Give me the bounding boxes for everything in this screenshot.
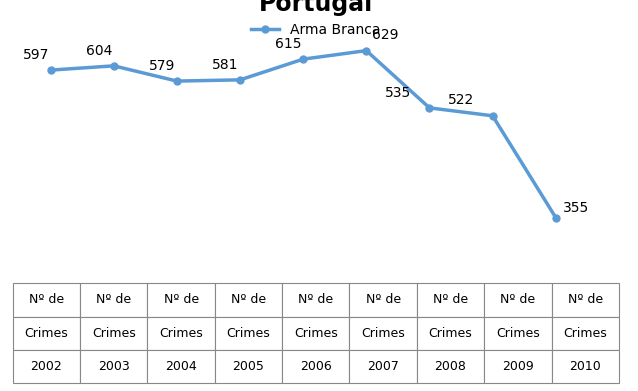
Title: Portugal: Portugal xyxy=(258,0,373,16)
Text: 604: 604 xyxy=(86,43,112,57)
Text: 581: 581 xyxy=(212,57,239,72)
Text: 355: 355 xyxy=(563,201,589,215)
Legend: Arma Branca: Arma Branca xyxy=(246,17,386,42)
Text: 522: 522 xyxy=(448,93,475,108)
Text: 535: 535 xyxy=(385,86,412,100)
Text: 597: 597 xyxy=(23,48,49,62)
Text: 615: 615 xyxy=(276,37,302,51)
Text: 579: 579 xyxy=(149,59,175,73)
Text: 629: 629 xyxy=(372,28,398,42)
